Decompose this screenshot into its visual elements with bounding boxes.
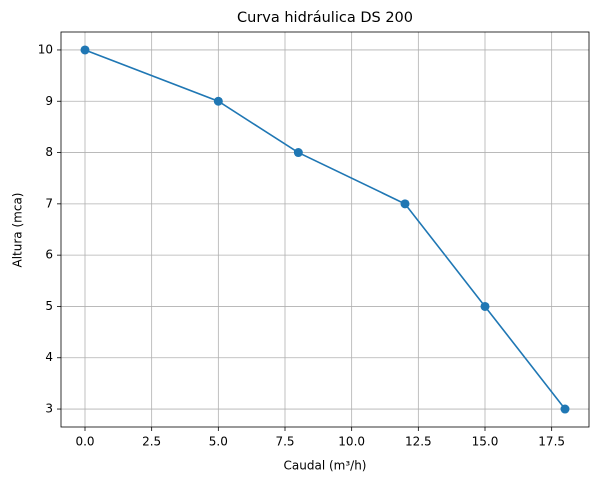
point [560, 404, 570, 414]
x-tick-label: 7.5 [275, 435, 294, 449]
y-tick-label: 9 [45, 94, 53, 108]
point [400, 199, 410, 209]
x-tick-label: 2.5 [142, 435, 161, 449]
y-tick-label: 7 [45, 196, 53, 210]
plot-frame [60, 31, 590, 428]
y-tick-label: 4 [45, 350, 53, 364]
point [480, 301, 490, 311]
x-tick-label: 12.5 [405, 435, 432, 449]
point [213, 96, 223, 106]
y-tick-label: 3 [45, 402, 53, 416]
point [293, 148, 303, 158]
x-tick-label: 5.0 [209, 435, 228, 449]
x-tick-label: 10.0 [338, 435, 365, 449]
line [84, 49, 566, 410]
x-tick-label: 15.0 [472, 435, 499, 449]
y-axis-label: Altura (mca) [11, 193, 25, 268]
point [80, 45, 90, 55]
x-tick-label: 17.5 [538, 435, 565, 449]
y-tick-label: 6 [45, 248, 53, 262]
x-axis-label: Caudal (m³/h) [284, 459, 367, 473]
chart-title: Curva hidráulica DS 200 [237, 10, 413, 26]
x-tick-label: 0.0 [75, 435, 94, 449]
y-tick-label: 5 [45, 299, 53, 313]
y-tick-label: 8 [45, 145, 53, 159]
y-tick-label: 10 [38, 42, 53, 56]
